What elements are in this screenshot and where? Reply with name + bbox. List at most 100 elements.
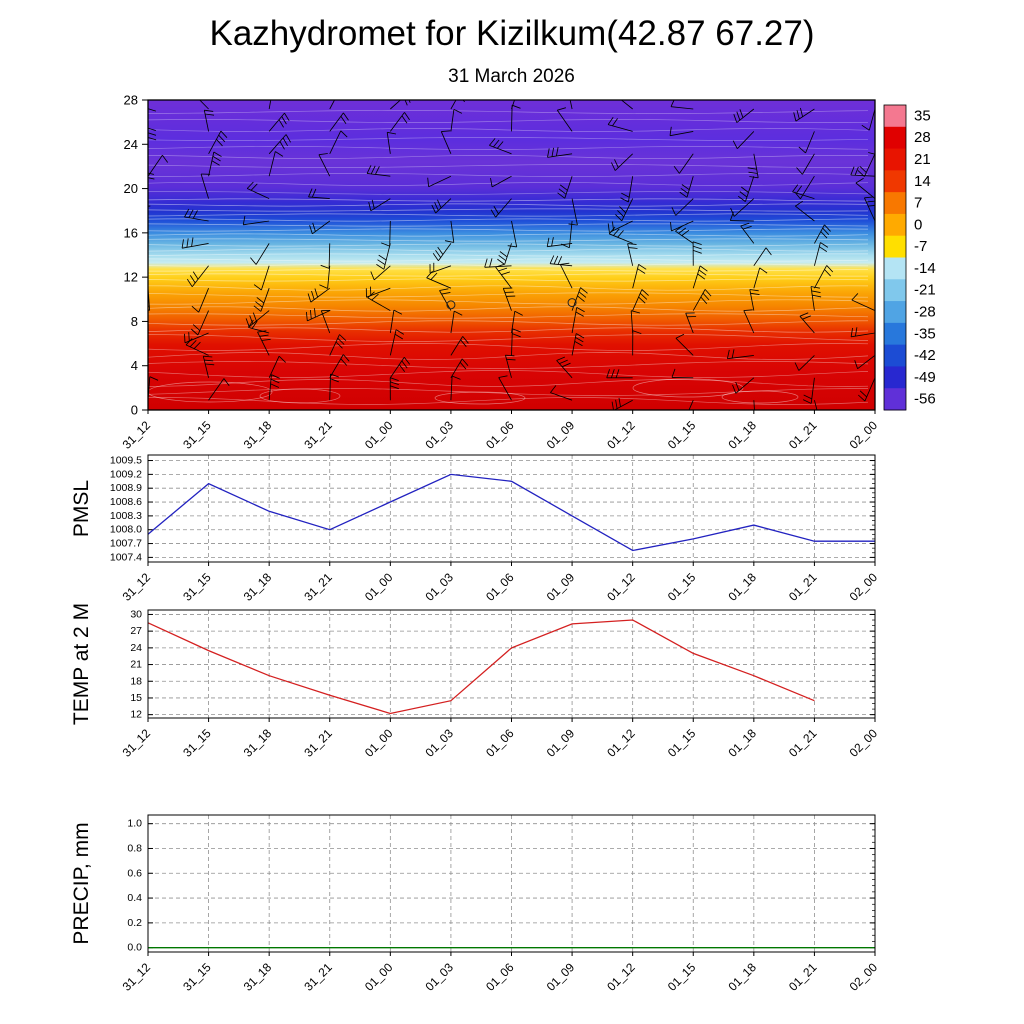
colorbar-segment	[884, 148, 906, 171]
x-tick-label: 31_15	[180, 960, 214, 994]
x-tick-label: 31_15	[180, 570, 214, 604]
colorbar-label: -56	[914, 391, 936, 408]
panel-border	[147, 814, 876, 953]
wind-barb	[440, 130, 452, 154]
wind-barb	[814, 265, 834, 289]
wind-barb	[726, 349, 754, 360]
contour-line	[148, 119, 869, 123]
wind-barb	[389, 356, 411, 379]
wind-barb	[389, 329, 405, 356]
wind-barb	[511, 328, 521, 356]
y-tick-label: 16	[124, 225, 138, 240]
wind-barb	[268, 100, 272, 110]
x-tick-label: 01_18	[725, 570, 759, 604]
wind-barb	[740, 222, 755, 244]
contour-line	[148, 110, 869, 114]
x-tick-label: 01_09	[544, 570, 578, 604]
wind-barb	[692, 265, 708, 289]
wind-barb	[850, 327, 875, 338]
wind-barb	[208, 130, 228, 155]
wind-barb	[444, 220, 455, 243]
wind-barb	[632, 330, 642, 356]
contour-line	[148, 327, 869, 333]
wind-barb	[675, 225, 694, 244]
wind-barb	[620, 100, 633, 110]
x-tick-label: 01_12	[604, 960, 638, 994]
wind-barb	[571, 333, 585, 356]
contour-line	[148, 228, 869, 232]
y-tick-label: 0.4	[127, 892, 142, 904]
wind-barb	[692, 241, 702, 266]
wind-barb	[792, 184, 815, 200]
wind-barb	[329, 130, 348, 154]
y-tick-label: 1009.2	[110, 468, 142, 480]
x-tick-label: 01_15	[665, 960, 699, 994]
y-tick-label: 1008.3	[110, 510, 142, 522]
wind-barb	[426, 270, 452, 289]
colorbar-segment	[884, 366, 906, 389]
x-tick-label: 01_09	[544, 418, 578, 452]
wind-barb	[675, 333, 694, 356]
y-tick-label: 24	[124, 137, 138, 152]
wind-barb	[850, 166, 875, 177]
y-tick-label: 8	[131, 314, 138, 329]
colorbar: 35 28 21 14 7 0 -7 -14 -21 -28 -35 -42 -49 -56	[883, 104, 936, 411]
wind-barb	[546, 237, 573, 248]
wind-barb	[368, 198, 391, 212]
wind-barb	[246, 181, 270, 199]
x-tick-label: 01_00	[362, 570, 396, 604]
y-tick-label: 1008.9	[110, 482, 142, 494]
contour-line	[148, 292, 869, 298]
y-tick-label: 4	[131, 358, 138, 373]
wind-barb	[381, 220, 391, 247]
wind-barb	[868, 131, 875, 155]
x-axis-labels: 31_12 31_15 31_18 31_21 01_00 01_03 01_06 01_09…	[120, 952, 880, 994]
calm-wind-marker	[446, 300, 456, 310]
x-axis-labels: 31_12 31_15 31_18 31_21 01_00 01_03 01_06 01_09…	[120, 562, 880, 604]
x-tick-label: 31_21	[301, 726, 335, 760]
wind-barb	[627, 243, 638, 266]
colorbar-label: 0	[914, 216, 922, 233]
contour-line	[148, 203, 869, 207]
wind-barb	[671, 198, 694, 216]
wind-barb	[148, 172, 155, 199]
wind-barb	[632, 289, 649, 311]
wind-barb	[569, 100, 573, 110]
y-tick-label: 1.0	[127, 818, 142, 830]
contour-line	[148, 155, 869, 159]
contour-loop	[259, 388, 341, 404]
wind-barb	[181, 237, 209, 249]
x-tick-label: 01_00	[362, 418, 396, 452]
x-tick-label: 01_21	[786, 570, 820, 604]
wind-barb	[253, 288, 270, 312]
wind-barb	[329, 112, 349, 132]
wind-barb	[489, 138, 512, 155]
wind-barb	[450, 336, 469, 356]
contour-line	[148, 397, 869, 405]
y-tick-label: 0.6	[127, 867, 142, 879]
x-tick-label: 01_12	[604, 726, 638, 760]
wind-barb	[490, 175, 512, 188]
colorbar-segment	[884, 344, 906, 367]
wind-barbs	[148, 100, 875, 410]
wind-barb	[318, 153, 331, 177]
wind-barb	[329, 373, 340, 401]
temp-2m-series-line	[147, 619, 815, 715]
wind-barb	[208, 151, 222, 177]
wind-barb	[429, 262, 452, 274]
contour-line	[148, 238, 869, 242]
x-tick-label: 01_12	[604, 570, 638, 604]
colorbar-segment	[884, 105, 906, 128]
contour-line	[148, 258, 869, 262]
colorbar-label: -49	[914, 369, 936, 386]
x-tick-label: 01_03	[423, 726, 457, 760]
y-tick-label: 21	[130, 659, 142, 671]
wind-barb	[268, 112, 290, 132]
wind-barb	[855, 177, 875, 199]
colorbar-label: -42	[914, 347, 936, 364]
wind-barb	[795, 200, 815, 222]
y-tick-label: 28	[124, 93, 138, 108]
wind-barb	[319, 265, 331, 289]
wind-barb	[268, 134, 291, 155]
wind-barb	[556, 356, 573, 379]
